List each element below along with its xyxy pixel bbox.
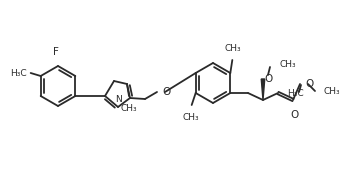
Text: F: F (53, 47, 59, 57)
Text: CH₃: CH₃ (280, 60, 296, 69)
Text: CH₃: CH₃ (224, 44, 240, 53)
Text: N: N (116, 95, 122, 104)
Polygon shape (261, 79, 265, 100)
Text: CH₃: CH₃ (121, 104, 137, 113)
Text: H₃C: H₃C (287, 89, 303, 98)
Text: CH₃: CH₃ (182, 113, 199, 122)
Text: H₃C: H₃C (10, 69, 27, 78)
Text: O: O (291, 110, 299, 120)
Text: O: O (264, 74, 272, 84)
Text: O: O (305, 79, 313, 89)
Text: O: O (162, 87, 170, 97)
Text: CH₃: CH₃ (324, 87, 341, 96)
